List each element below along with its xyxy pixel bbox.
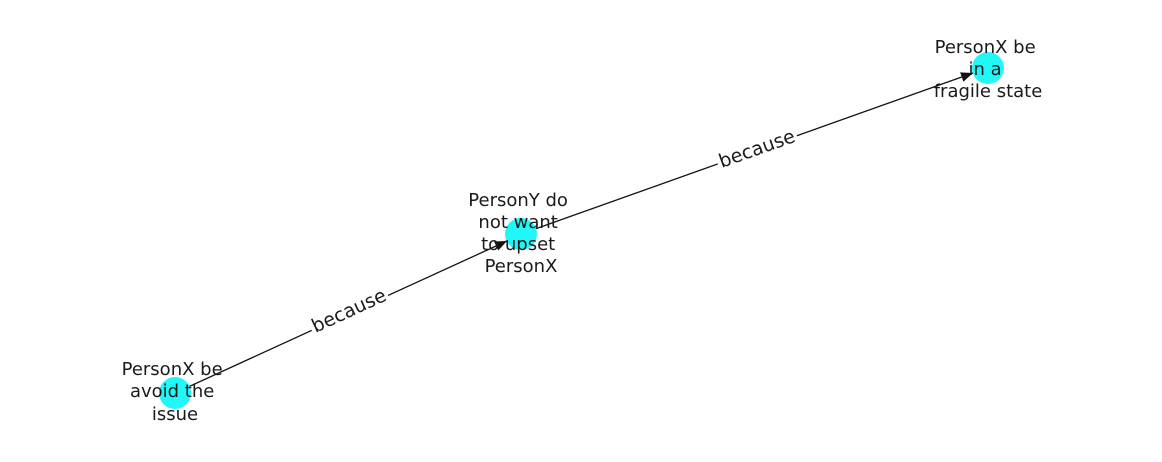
node-label-line: PersonX be — [935, 37, 1036, 58]
node-label-line: PersonX be — [122, 359, 223, 380]
node-label: PersonX be in a fragile state — [934, 37, 1043, 102]
edge-label-n2-n3: because — [712, 121, 801, 175]
node-person-x-fragile-state: PersonX be in a fragile state — [934, 37, 1043, 102]
node-circle — [505, 218, 537, 250]
node-label-line: issue — [152, 404, 198, 425]
node-person-y-not-upset: PersonY do not want to upset PersonX — [468, 190, 573, 277]
node-label: PersonY do not want to upset PersonX — [468, 190, 573, 277]
node-circle — [972, 52, 1004, 84]
node-label-line: PersonY do — [468, 190, 568, 211]
edge-label-text: because — [716, 125, 798, 172]
node-person-x-avoid-issue: PersonX be avoid the issue — [122, 359, 229, 425]
node-label-line: fragile state — [934, 81, 1043, 102]
node-label: PersonX be avoid the issue — [122, 359, 229, 425]
node-label-line: avoid the — [130, 381, 214, 402]
edge-label-n1-n2: because — [304, 280, 393, 340]
node-label-line: not want — [478, 212, 557, 233]
node-label-line: PersonX — [485, 256, 558, 277]
node-circle — [159, 377, 191, 409]
node-label-line: in a — [969, 59, 1002, 80]
node-label-line: to upset — [481, 234, 555, 255]
